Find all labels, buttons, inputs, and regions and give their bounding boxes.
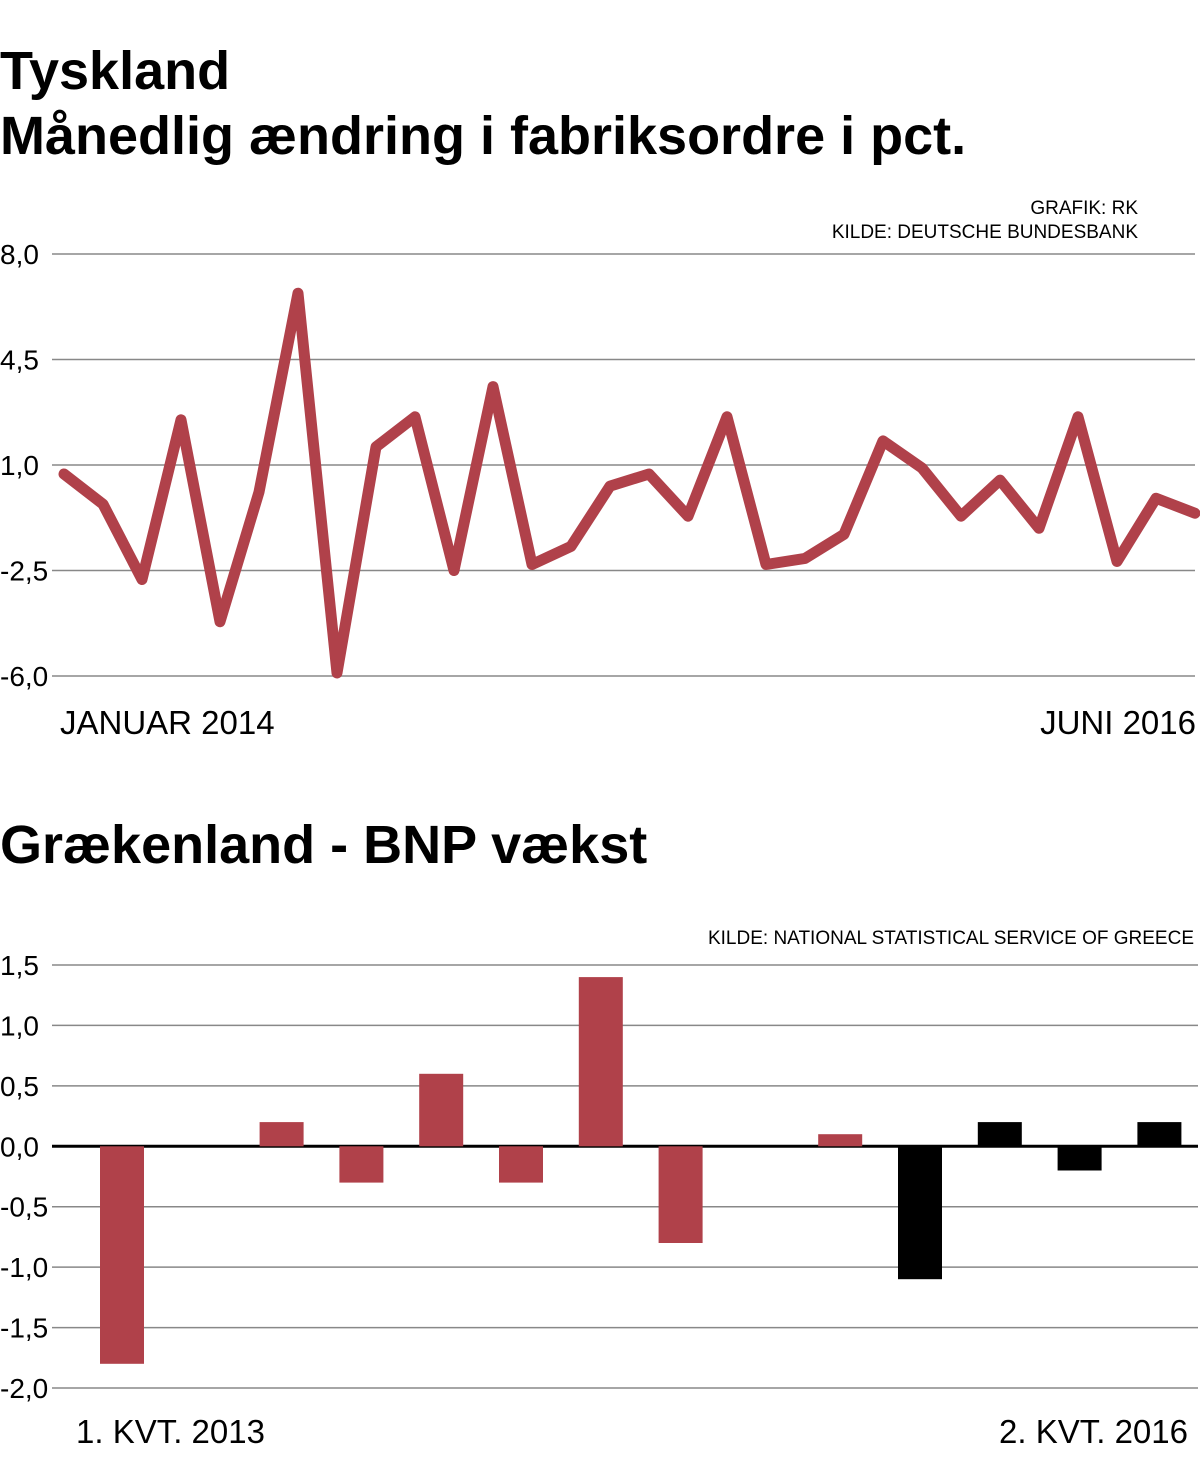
chart2-y-tick-label: 0,5 [0,1071,39,1102]
chart1-credit-grafik: GRAFIK: RK [1030,198,1138,219]
chart1-title-line1: Tyskland [0,41,231,101]
chart2-y-tick-label: 1,5 [0,950,39,981]
chart1-title-line2: Månedlig ændring i fabriksordre i pct. [0,106,967,166]
chart1-series-line [58,287,1200,679]
chart1-y-tick-label: 8,0 [0,239,39,270]
chart2-bar [818,1134,863,1147]
chart2-x-start-label: 1. KVT. 2013 [76,1413,265,1450]
chart2-bar [499,1146,543,1183]
chart1-x-start-label: JANUAR 2014 [60,704,275,741]
chart2-y-tick-label: -0,5 [0,1192,48,1223]
chart1-x-end-label: JUNI 2016 [1040,704,1196,741]
chart2-bar [100,1146,144,1364]
chart2-bar [259,1122,304,1147]
chart1-y-tick-label: -6,0 [0,661,48,692]
chart2-x-end-label: 2. KVT. 2016 [999,1413,1188,1450]
chart2-y-tick-label: -2,0 [0,1373,48,1404]
chart1-credit-source: KILDE: DEUTSCHE BUNDESBANK [831,222,1138,243]
chart2-bar [578,977,623,1147]
chart2-y-tick-label: -1,0 [0,1252,48,1283]
chart2-title: Grækenland - BNP vækst [0,815,648,875]
chart2-y-tick-label: 0,0 [0,1131,39,1162]
chart2-bar [419,1073,464,1147]
chart2-bar [977,1122,1022,1147]
chart2-bar [898,1146,942,1280]
chart2-bar [658,1146,703,1243]
chart1-y-tick-label: 1,0 [0,450,39,481]
chart2-bar [339,1146,384,1183]
chart2-bar [1137,1122,1182,1147]
chart2-bar [1057,1146,1102,1171]
line-chart-svg: 8,0 4,5 1,0 -2,5 -6,0 JANUAR 2014 JUNI 2016 [0,239,1200,741]
chart2-credit-source: KILDE: NATIONAL STATISTICAL SERVICE OF G… [707,928,1194,949]
chart2-y-tick-label: -1,5 [0,1313,48,1344]
chart1-y-tick-label: 4,5 [0,345,39,376]
chart2-y-tick-label: 1,0 [0,1010,39,1041]
chart1-y-tick-label: -2,5 [0,556,48,587]
